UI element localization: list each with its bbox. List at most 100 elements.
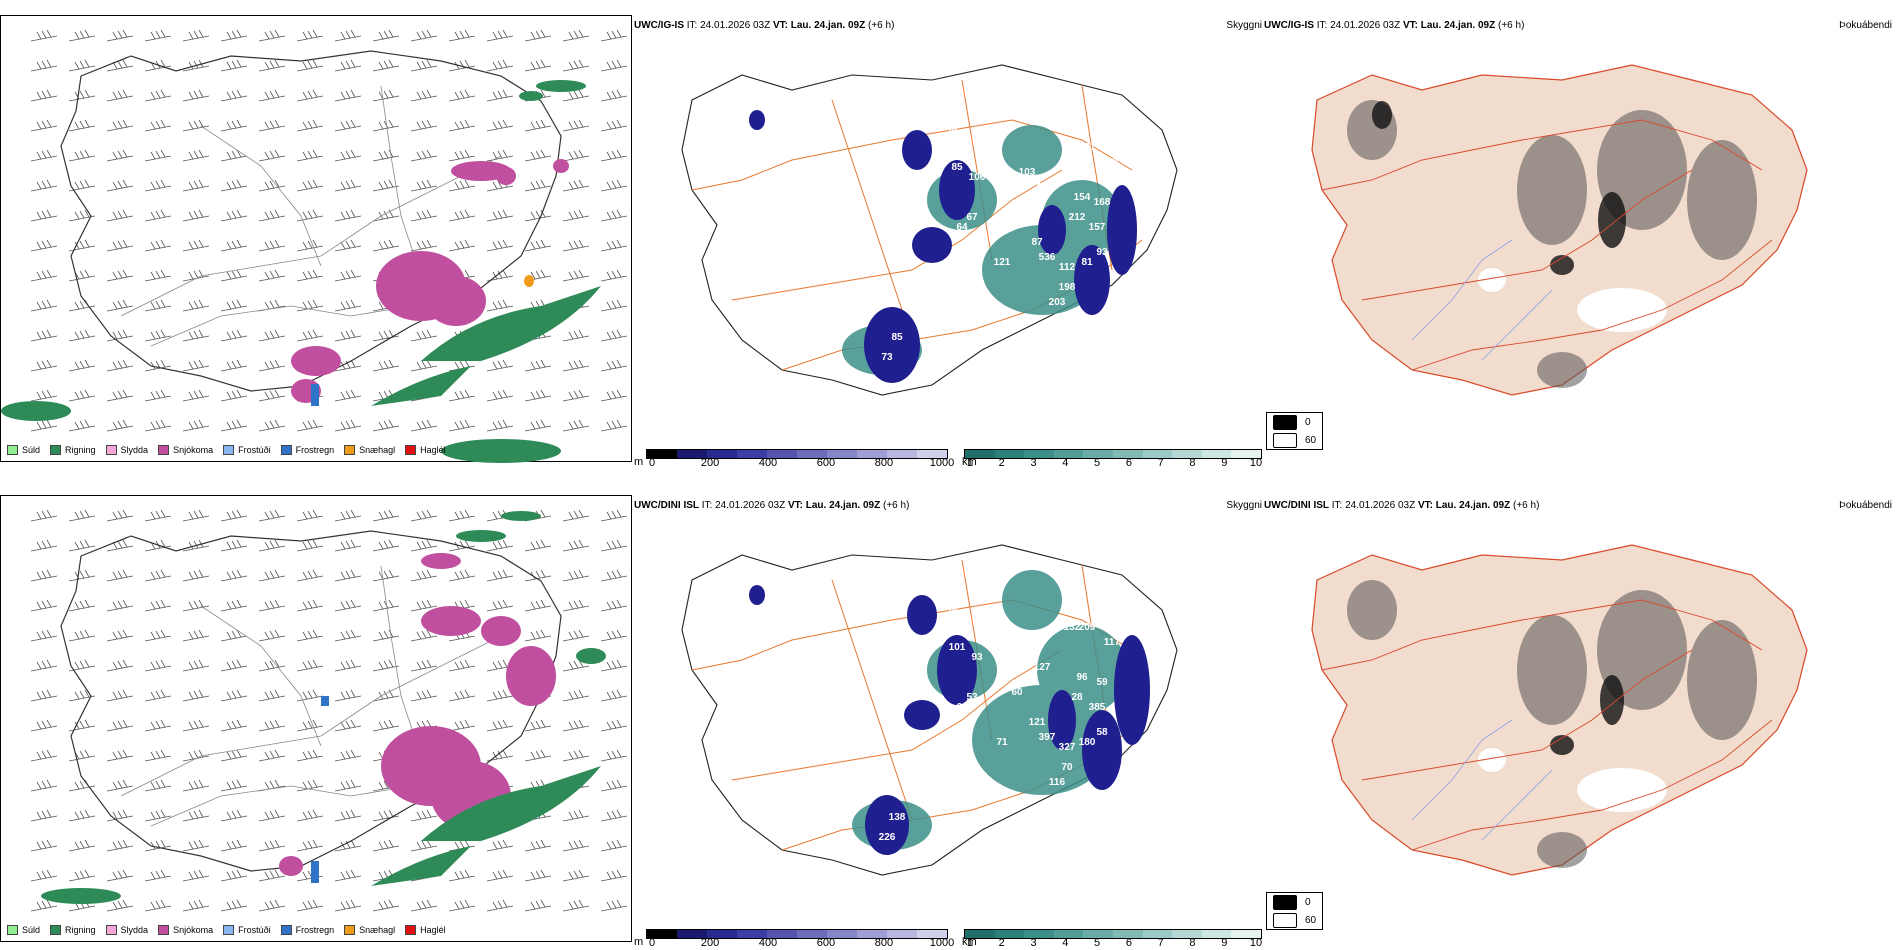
- wind-barb: [410, 329, 438, 342]
- wind-barb: [30, 569, 58, 582]
- legend-label: Snjókoma: [173, 445, 214, 455]
- legend-swatch: [405, 925, 417, 935]
- colorbar-step: [677, 450, 707, 458]
- wind-barb: [30, 509, 58, 522]
- wind-barb: [448, 419, 476, 432]
- wind-barb: [296, 89, 324, 102]
- wind-barb: [220, 269, 248, 282]
- legend-item: Haglél: [405, 925, 446, 935]
- fog-white: [1478, 268, 1667, 332]
- row1-precip-svg: [1, 29, 628, 463]
- wind-barb: [220, 749, 248, 762]
- wind-barb: [334, 809, 362, 822]
- wind-barb: [524, 29, 552, 42]
- colorbar-step: [1083, 450, 1113, 458]
- wind-barb: [68, 689, 96, 702]
- colorbar-tick: 7: [1157, 457, 1164, 469]
- wind-barb: [220, 509, 248, 522]
- fog-legend-label: 0: [1305, 896, 1311, 908]
- wind-barb: [334, 149, 362, 162]
- wind-barb: [182, 299, 210, 312]
- wind-barb: [220, 659, 248, 672]
- wind-barb: [448, 689, 476, 702]
- row1-vis-header: UWC/IG-IS IT: 24.01.2026 03Z VT: Lau. 24…: [634, 20, 894, 31]
- wind-barb: [258, 269, 286, 282]
- row1-precip-map[interactable]: Súld Rigning Slydda Snjókoma Frostúði Frostre…: [0, 15, 632, 463]
- wind-barb: [106, 269, 134, 282]
- wind-barbs: [30, 509, 628, 912]
- wind-barb: [372, 89, 400, 102]
- wind-barb: [182, 239, 210, 252]
- wind-barb: [524, 749, 552, 762]
- wind-barb: [486, 149, 514, 162]
- wind-barb: [220, 599, 248, 612]
- wind-barb: [220, 89, 248, 102]
- colorbar-tick: 1000: [929, 457, 955, 469]
- legend-label: Snæhagl: [359, 925, 396, 935]
- visibility-label: 79: [946, 127, 958, 138]
- wind-barb: [600, 209, 628, 222]
- wind-barb: [68, 809, 96, 822]
- wind-barb: [562, 209, 590, 222]
- wind-barb: [600, 899, 628, 912]
- wind-barb: [258, 179, 286, 192]
- wind-barb: [68, 239, 96, 252]
- legend-label: Súld: [22, 445, 41, 455]
- wind-barb: [30, 719, 58, 732]
- wind-barb: [258, 89, 286, 102]
- visibility-label: 536: [1039, 252, 1056, 263]
- row2-fog-svg[interactable]: [1262, 520, 1882, 900]
- visibility-label: 93: [971, 652, 983, 663]
- wind-barb: [372, 419, 400, 432]
- wind-barb: [258, 569, 286, 582]
- colorbar-step: [1201, 450, 1232, 458]
- wind-barb: [562, 629, 590, 642]
- wind-barb: [258, 659, 286, 672]
- legend-item: Súld: [7, 925, 40, 935]
- wind-barb: [600, 809, 628, 822]
- visibility-label: 226: [879, 832, 896, 843]
- row1-fog-svg[interactable]: [1262, 40, 1882, 420]
- wind-barb: [144, 569, 172, 582]
- fog-legend-swatch: [1273, 912, 1297, 928]
- wind-barb: [258, 869, 286, 882]
- wind-barb: [600, 59, 628, 72]
- wind-barb: [296, 419, 324, 432]
- wind-barb: [410, 59, 438, 72]
- wind-barb: [30, 29, 58, 42]
- colorbar-step: [737, 450, 767, 458]
- legend-swatch: [7, 445, 18, 455]
- wind-barb: [524, 239, 552, 252]
- row2-precip-map[interactable]: Súld Rigning Slydda Snjókoma Frostúði Frostre…: [0, 495, 632, 942]
- wind-barb: [562, 329, 590, 342]
- wind-barb: [600, 269, 628, 282]
- wind-barb: [106, 599, 134, 612]
- wind-barb: [410, 239, 438, 252]
- wind-barb: [258, 509, 286, 522]
- wind-barb: [144, 899, 172, 912]
- wind-barb: [410, 119, 438, 132]
- wind-barb: [296, 599, 324, 612]
- wind-barb: [562, 509, 590, 522]
- legend-label: Haglél: [420, 445, 446, 455]
- wind-barb: [220, 209, 248, 222]
- wind-barb: [600, 359, 628, 372]
- row2-vis-model: UWC/DINI ISL: [634, 500, 699, 511]
- colorbar-tick: 8: [1189, 937, 1196, 949]
- wind-barb: [562, 539, 590, 552]
- row2-fog-lead: (+6 h): [1513, 500, 1540, 511]
- wind-barb: [296, 749, 324, 762]
- wind-barb: [562, 29, 590, 42]
- legend-item: Snjókoma: [158, 445, 213, 455]
- wind-barb: [182, 509, 210, 522]
- colorbar-step: [767, 930, 797, 938]
- colorbar-step: [1083, 930, 1113, 938]
- wind-barb: [296, 29, 324, 42]
- wind-barb: [68, 869, 96, 882]
- wind-barb: [600, 659, 628, 672]
- wind-barb: [106, 629, 134, 642]
- visibility-label: 121: [1029, 717, 1046, 728]
- wind-barb: [68, 539, 96, 552]
